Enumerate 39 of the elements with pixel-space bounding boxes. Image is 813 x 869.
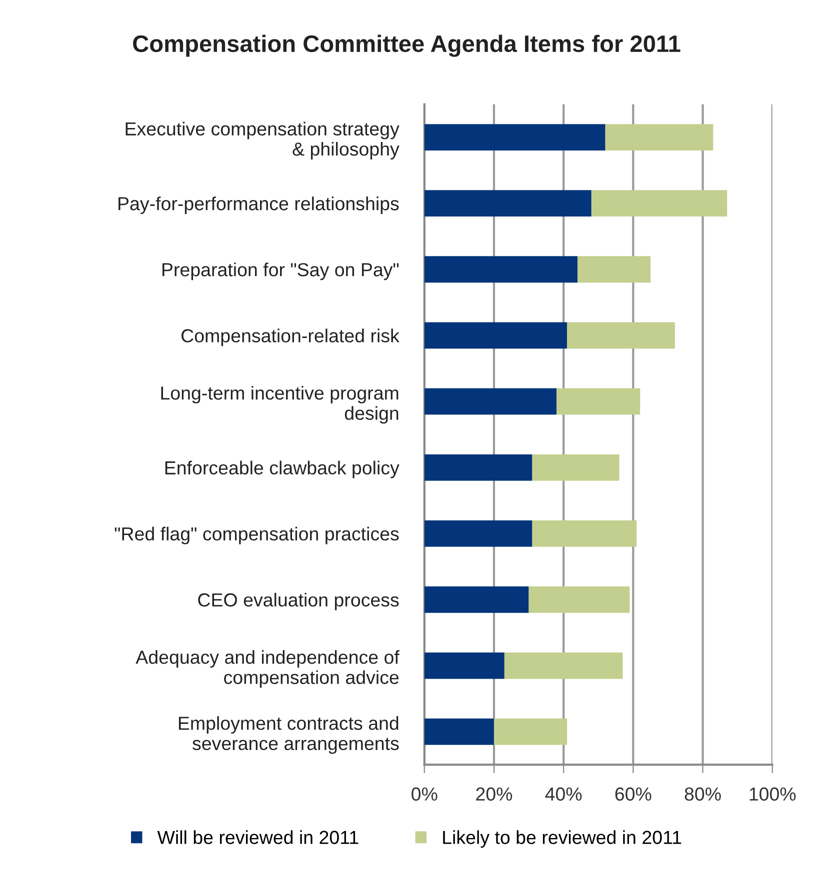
y-tick-label: Executive compensation strategy & philosophy bbox=[126, 122, 400, 160]
bar bbox=[591, 190, 728, 217]
bar bbox=[424, 256, 578, 283]
y-tick-label: Employment contracts and severance arrangements bbox=[178, 716, 399, 754]
x-tick-label: 40% bbox=[545, 787, 582, 801]
y-tick-label: Compensation-related risk bbox=[182, 328, 400, 346]
bar bbox=[424, 190, 592, 217]
bar bbox=[424, 322, 568, 349]
y-tick-label: "Red flag" compensation practices bbox=[114, 526, 399, 544]
y-tick-label: Adequacy and independence of compensation advice bbox=[136, 650, 400, 688]
bar bbox=[424, 652, 504, 679]
bar bbox=[424, 520, 532, 547]
x-tick-label: 80% bbox=[684, 787, 721, 801]
y-tick-label: Pay-for-performance relationships bbox=[118, 196, 399, 214]
bar bbox=[424, 388, 557, 415]
bar bbox=[605, 124, 714, 151]
x-tick-label: 0% bbox=[412, 787, 438, 801]
bar bbox=[567, 322, 675, 349]
y-tick-label: Enforceable clawback policy bbox=[165, 460, 400, 478]
chart-title: Compensation Committee Agenda Items for 2011 bbox=[133, 34, 680, 57]
y-tick-label: Preparation for "Say on Pay" bbox=[162, 262, 399, 280]
bar bbox=[494, 718, 568, 745]
bar bbox=[424, 586, 529, 613]
bar bbox=[532, 520, 637, 547]
y-tick-label: Long-term incentive program design bbox=[161, 386, 398, 424]
bar bbox=[424, 124, 606, 151]
x-tick-label: 20% bbox=[476, 787, 512, 801]
y-tick-label: CEO evaluation process bbox=[198, 592, 399, 610]
bar bbox=[556, 388, 640, 415]
x-tick-label: 60% bbox=[615, 787, 652, 801]
x-tick-label: 100% bbox=[750, 787, 796, 801]
bar bbox=[532, 454, 620, 481]
bar bbox=[577, 256, 651, 283]
legend-label: Will be reviewed in 2011 bbox=[157, 830, 358, 844]
legend-label: Likely to be reviewed in 2011 bbox=[443, 830, 682, 848]
bar bbox=[424, 454, 532, 481]
bar bbox=[528, 586, 630, 613]
bar bbox=[424, 718, 494, 745]
bar bbox=[504, 652, 623, 679]
